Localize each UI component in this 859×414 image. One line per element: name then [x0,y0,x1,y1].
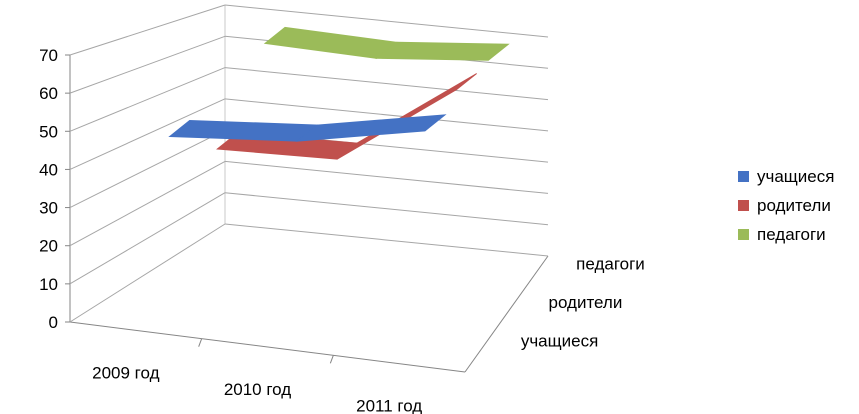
gridline-back [224,98,549,132]
gridline-left [69,67,226,132]
series-ribbon-segment [375,41,510,61]
y-tick-label: 40 [39,160,58,179]
y-tick-label: 70 [39,46,58,65]
y-tick-label: 60 [39,84,58,103]
legend-label: родители [757,195,831,215]
x-category-label: 2010 год [224,380,291,399]
x-tick-mark [198,338,203,347]
legend-swatch [738,200,749,211]
gridline-left [69,98,226,170]
y-tick-label: 0 [49,313,58,332]
legend-swatch [738,171,749,182]
y-tick-label: 10 [39,275,58,294]
x-tick-mark [329,355,334,364]
gridline-left [69,4,226,56]
chart-walls [69,5,549,373]
gridline-back [224,160,549,194]
depth-axis-label: родители [549,293,623,312]
y-axis-ticks: 0 10 20 30 40 50 60 70 [39,46,70,332]
gridline-left [69,35,226,94]
x-category-label: 2009 год [92,363,159,382]
legend-label: педагоги [757,224,826,244]
series-ribbon-segment [168,119,319,142]
gridline-left [69,223,226,323]
depth-axis-labels: учащиеся родители педагоги [521,254,645,350]
x-axis-line [69,321,466,373]
gridline-left [69,129,226,209]
legend-swatch [738,229,749,240]
gridline-back [224,223,549,257]
gridline-left [69,192,226,285]
series-ribbon-segment [263,26,398,59]
series-ribbon-segment [295,114,447,142]
gridline-back [224,67,549,101]
series-ribbon-segment [336,73,477,160]
gridline-back [224,192,549,226]
gridline-back [224,4,549,38]
depth-axis-line [464,255,549,373]
y-tick-label: 30 [39,199,58,218]
depth-axis-label: педагоги [576,254,645,273]
depth-axis-label: учащиеся [521,332,598,351]
x-category-label: 2011 год [356,397,422,414]
x-axis-categories: 2009 год 2010 год 2011 год [92,338,422,414]
legend: учащиеся родители педагоги [738,162,834,249]
y-tick-label: 20 [39,237,58,256]
legend-item: родители [738,191,834,220]
gridline-left [69,160,226,247]
y-tick-label: 50 [39,122,58,141]
legend-item: педагоги [738,220,834,249]
legend-label: учащиеся [757,166,835,186]
series-lines [168,26,510,160]
legend-item: учащиеся [738,162,834,191]
